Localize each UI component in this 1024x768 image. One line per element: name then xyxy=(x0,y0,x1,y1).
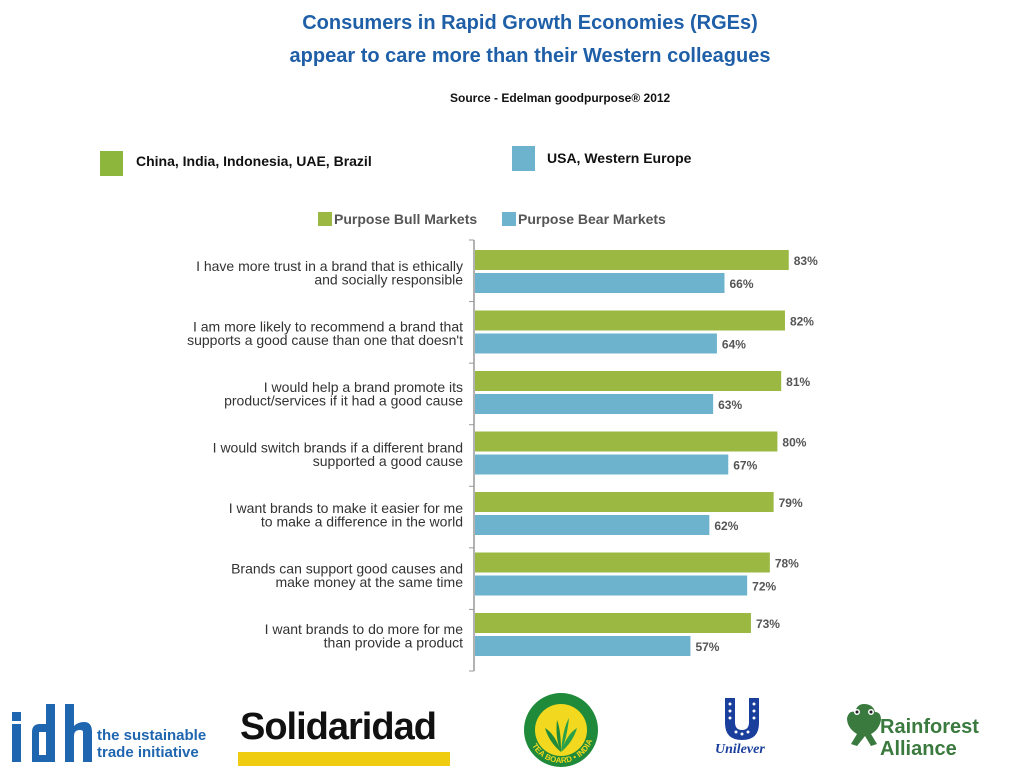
rainforest-text-line-2: Alliance xyxy=(880,738,957,760)
west-key-label: USA, Western Europe xyxy=(547,150,692,166)
category-label: I would switch brands if a different bra… xyxy=(213,440,463,456)
solidaridad-bar xyxy=(238,752,450,766)
bar-bear xyxy=(475,515,710,535)
rge-swatch xyxy=(100,151,123,176)
category-label: than provide a product xyxy=(324,635,463,651)
category-label: I would help a brand promote its xyxy=(264,379,463,395)
data-label: 67% xyxy=(733,459,757,473)
rainforest-wordmark: Rainforest Alliance xyxy=(880,716,979,760)
legend-swatch-1 xyxy=(318,212,332,226)
idh-logo xyxy=(12,704,92,762)
category-label: I have more trust in a brand that is eth… xyxy=(196,258,463,274)
data-label: 79% xyxy=(779,496,803,510)
bar-bull xyxy=(475,310,785,331)
rainforest-text-line-1: Rainforest xyxy=(880,716,979,738)
category-label: to make a difference in the world xyxy=(261,514,463,530)
bar-bull xyxy=(475,250,789,270)
rge-key-label: China, India, Indonesia, UAE, Brazil xyxy=(136,153,372,169)
legend-swatch-2 xyxy=(502,212,516,226)
category-label: I am more likely to recommend a brand th… xyxy=(193,319,463,335)
bar-bear xyxy=(475,273,725,293)
category-label: supports a good cause than one that does… xyxy=(187,332,463,348)
category-label: I want brands to make it easier for me xyxy=(229,500,463,516)
data-label: 66% xyxy=(729,277,753,291)
data-label: 73% xyxy=(756,617,780,631)
solidaridad-logo: Solidaridad xyxy=(240,706,437,748)
data-label: 72% xyxy=(752,580,776,594)
bar-bear xyxy=(475,636,691,656)
data-label: 63% xyxy=(718,398,742,412)
west-swatch xyxy=(512,146,535,171)
idh-text-line-2: trade initiative xyxy=(97,744,199,761)
category-label: make money at the same time xyxy=(275,574,463,590)
bar-bear xyxy=(475,394,714,414)
data-label: 82% xyxy=(790,315,814,329)
category-label: product/services if it had a good cause xyxy=(224,393,463,409)
category-label: Brands can support good causes and xyxy=(231,561,463,577)
data-label: 62% xyxy=(714,519,738,533)
idh-wordmark: the sustainable trade initiative xyxy=(97,727,206,761)
unilever-wordmark: Unilever xyxy=(715,742,765,757)
page-title-line-1: Consumers in Rapid Growth Economies (RGE… xyxy=(302,12,758,34)
data-label: 83% xyxy=(794,254,818,268)
category-label: supported a good cause xyxy=(313,453,463,469)
legend-label-2: Purpose Bear Markets xyxy=(518,211,666,227)
source-note: Source - Edelman goodpurpose® 2012 xyxy=(450,91,671,105)
tea-board-logo: TEA BOARD • INDIA xyxy=(524,693,598,767)
bar-bear xyxy=(475,333,717,354)
data-label: 81% xyxy=(786,375,810,389)
bar-bull xyxy=(475,552,770,573)
unilever-logo xyxy=(725,698,759,740)
legend-label-1: Purpose Bull Markets xyxy=(334,211,477,227)
bar-bull xyxy=(475,613,751,633)
bar-bull xyxy=(475,492,774,512)
page-title-line-2: appear to care more than their Western c… xyxy=(289,45,771,67)
data-label: 78% xyxy=(775,557,799,571)
bar-bull xyxy=(475,431,778,452)
bar-bull xyxy=(475,371,782,391)
data-label: 64% xyxy=(722,338,746,352)
data-label: 80% xyxy=(782,436,806,450)
category-label: and socially responsible xyxy=(314,272,463,288)
bar-bear xyxy=(475,454,729,475)
idh-text-line-1: the sustainable xyxy=(97,727,207,744)
bar-chart: Purpose Bull Markets Purpose Bear Markets… xyxy=(187,211,818,672)
bar-bear xyxy=(475,575,748,596)
rainforest-frog-icon xyxy=(847,704,881,746)
data-label: 57% xyxy=(695,640,719,654)
category-label: I want brands to do more for me xyxy=(265,621,464,637)
